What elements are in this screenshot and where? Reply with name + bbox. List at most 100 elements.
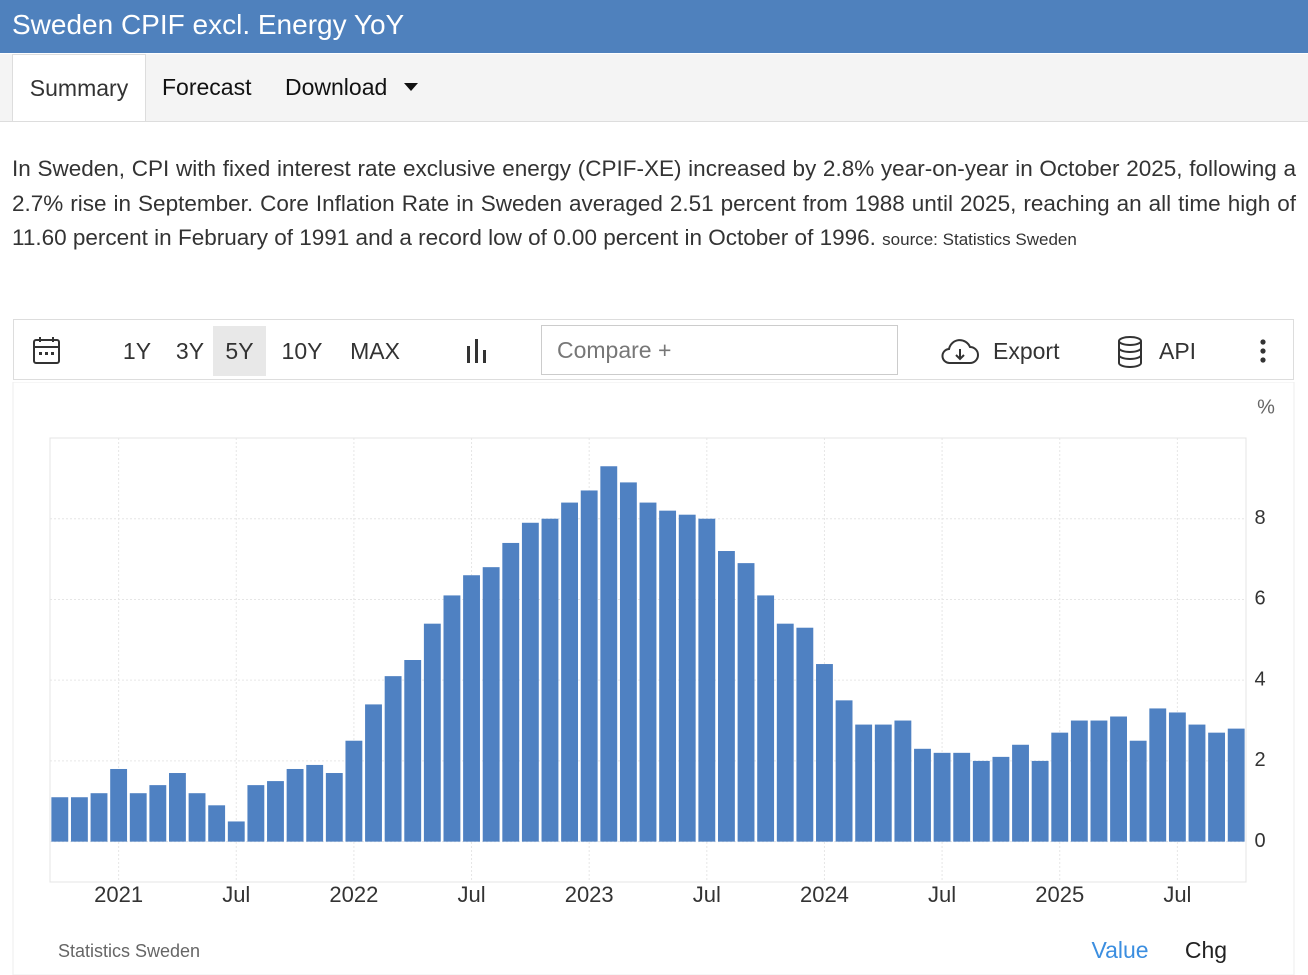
bar — [1129, 740, 1147, 842]
bar — [443, 595, 461, 842]
x-tick-label: Jul — [222, 882, 250, 907]
bar — [1031, 760, 1049, 842]
range-button[interactable]: 10Y — [281, 338, 323, 364]
bar — [1070, 720, 1088, 842]
bar — [1227, 728, 1245, 842]
bar — [1051, 732, 1069, 842]
bar — [208, 805, 226, 842]
page-title: Sweden CPIF excl. Energy YoY — [0, 0, 1308, 53]
x-tick-label: 2023 — [565, 882, 614, 907]
bar — [639, 502, 657, 842]
unit-label: % — [1257, 396, 1275, 418]
chg-tab[interactable]: Chg — [1185, 937, 1227, 963]
api-button[interactable]: API — [1159, 338, 1197, 364]
x-tick-label: Jul — [1163, 882, 1191, 907]
description-text: In Sweden, CPI with fixed interest rate … — [12, 156, 1296, 250]
bar — [188, 793, 206, 842]
api-icon[interactable] — [1116, 335, 1144, 369]
export-button[interactable]: Export — [993, 338, 1060, 364]
bar — [521, 522, 539, 842]
bar — [953, 752, 971, 842]
x-tick-label: 2022 — [329, 882, 378, 907]
x-tick-label: 2024 — [800, 882, 849, 907]
bar — [384, 676, 402, 842]
tab[interactable]: Download — [285, 74, 388, 100]
chart-source: Statistics Sweden — [58, 941, 200, 961]
bar — [286, 768, 304, 842]
range-button[interactable]: MAX — [350, 338, 400, 364]
bar — [1090, 720, 1108, 842]
bar — [933, 752, 951, 842]
bar — [90, 793, 108, 842]
bar — [365, 704, 382, 842]
bar — [874, 724, 892, 842]
bar — [737, 563, 755, 842]
x-tick-label: Jul — [693, 882, 721, 907]
bar — [169, 773, 186, 842]
bar — [894, 720, 912, 842]
bar — [776, 623, 794, 842]
bar — [580, 490, 598, 842]
bar — [1188, 724, 1206, 842]
bar — [1168, 712, 1186, 842]
bar — [423, 623, 441, 842]
bar — [600, 466, 618, 842]
chart-type-icon[interactable] — [466, 338, 490, 364]
bar — [619, 482, 637, 842]
bar — [992, 756, 1010, 842]
y-tick-label: 6 — [1254, 588, 1265, 610]
bar — [1149, 708, 1167, 842]
bar — [345, 740, 363, 842]
x-tick-label: 2021 — [94, 882, 143, 907]
range-button[interactable]: 3Y — [175, 338, 205, 364]
bar — [561, 502, 579, 842]
bar — [835, 700, 853, 842]
bar — [463, 575, 480, 842]
export-icon[interactable] — [941, 338, 979, 366]
range-button[interactable]: 5Y — [213, 326, 266, 376]
plot-area — [49, 437, 1247, 883]
bar — [70, 797, 88, 842]
bar — [482, 567, 500, 842]
value-tab[interactable]: Value — [1091, 937, 1148, 963]
bar — [1208, 732, 1226, 842]
bar — [816, 664, 833, 842]
toolbar: 1Y 3Y 5Y 10Y MAX Compare + Export API — [13, 319, 1294, 380]
y-tick-label: 2 — [1254, 749, 1265, 771]
bar — [541, 518, 559, 842]
bar — [149, 785, 167, 842]
x-tick-label: Jul — [928, 882, 956, 907]
bar — [678, 514, 696, 842]
more-icon[interactable] — [1258, 338, 1268, 364]
bar — [757, 595, 775, 842]
bar — [404, 660, 422, 842]
bar — [325, 773, 343, 842]
bar — [855, 724, 873, 842]
bar — [914, 748, 931, 842]
compare-input[interactable]: Compare + — [541, 325, 898, 375]
bar — [247, 785, 265, 842]
tab[interactable]: Summary — [12, 54, 146, 121]
bar — [51, 797, 69, 842]
description: In Sweden, CPI with fixed interest rate … — [12, 152, 1296, 258]
chart: % Statistics Sweden Value Chg 0 2 4 6 8 2021 J… — [12, 382, 1295, 975]
bar — [306, 764, 324, 842]
chart-frame — [12, 382, 1295, 975]
y-tick-label: 0 — [1254, 830, 1265, 852]
bar — [659, 510, 677, 842]
x-tick-label: 2025 — [1035, 882, 1084, 907]
tab-bar: Summary Forecast Download — [0, 54, 1308, 122]
bar — [267, 781, 284, 842]
source: source: Statistics Sweden — [882, 230, 1077, 249]
bar — [972, 760, 990, 842]
bar — [129, 793, 147, 842]
calendar-icon[interactable] — [32, 336, 62, 366]
dropdown-caret — [404, 83, 418, 91]
bar — [796, 627, 814, 842]
range-button[interactable]: 1Y — [122, 338, 152, 364]
bar — [1110, 716, 1127, 842]
bar — [227, 821, 245, 842]
x-tick-label: Jul — [457, 882, 485, 907]
tab[interactable]: Forecast — [162, 74, 252, 100]
y-tick-label: 4 — [1254, 668, 1265, 690]
